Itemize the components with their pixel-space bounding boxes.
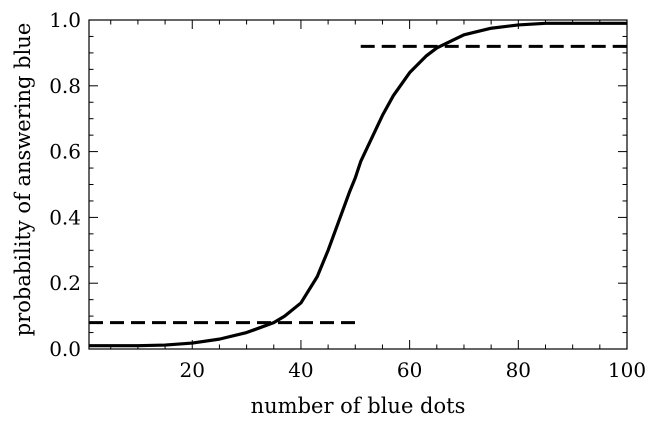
y-tick-label: 1.0 (49, 8, 81, 32)
y-tick-label: 0.4 (49, 205, 81, 229)
y-tick-label: 0.0 (49, 337, 81, 361)
x-tick-label: 60 (397, 358, 422, 382)
ticks-layer (89, 19, 628, 350)
x-axis-title: number of blue dots (251, 394, 466, 418)
y-tick-label: 0.6 (49, 140, 81, 164)
y-axis-title: probability of answering blue (11, 23, 35, 336)
labels-layer: 20 40 60 80 100 0.0 0.2 0.4 0.6 0.8 1.0 (49, 8, 646, 382)
y-tick-label: 0.2 (49, 271, 81, 295)
y-tick-label: 0.8 (49, 74, 81, 98)
x-tick-label: 20 (180, 358, 205, 382)
x-tick-label: 40 (288, 358, 313, 382)
marks-layer (89, 21, 627, 348)
plot-frame (88, 19, 628, 350)
x-tick-label: 100 (608, 358, 646, 382)
sigmoid-curve (89, 21, 627, 348)
x-tick-label: 80 (506, 358, 531, 382)
